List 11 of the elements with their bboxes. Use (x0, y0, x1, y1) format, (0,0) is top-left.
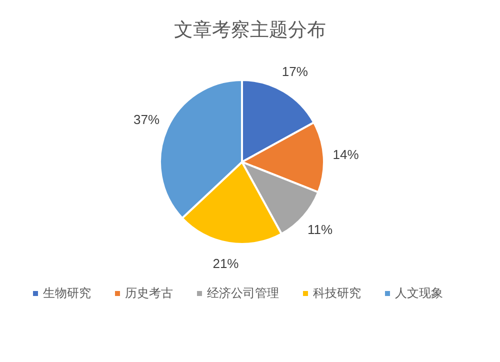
legend-label: 科技研究 (313, 286, 361, 300)
data-label: 11% (307, 222, 333, 238)
data-label: 14% (332, 146, 360, 162)
chart-title: 文章考察主题分布 (174, 19, 326, 41)
data-label: 37% (134, 112, 160, 128)
legend-label: 历史考古 (125, 286, 173, 300)
data-label: 21% (212, 256, 240, 272)
legend-label: 生物研究 (43, 286, 91, 300)
data-label: 17% (282, 64, 308, 79)
legend-label: 人文现象 (395, 286, 443, 300)
legend-label: 经济公司管理 (207, 286, 279, 300)
